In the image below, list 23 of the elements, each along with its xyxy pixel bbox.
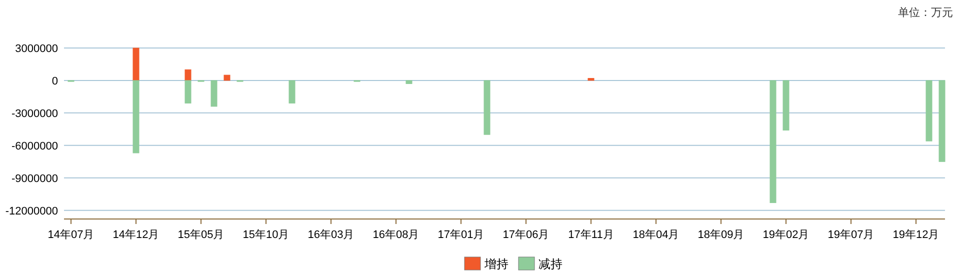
- x-tick-label: 18年09月: [698, 229, 744, 241]
- x-tick-label: 17年01月: [438, 229, 484, 241]
- legend-label: 减持: [538, 257, 562, 271]
- legend-label: 增持: [484, 257, 508, 271]
- x-tick-label: 16年08月: [372, 229, 420, 241]
- y-tick-label: -3000000: [12, 108, 58, 120]
- x-tick-label: 19年02月: [762, 229, 810, 241]
- x-tick-label: 15年10月: [242, 229, 290, 241]
- x-tick-label: 18年04月: [632, 229, 680, 241]
- y-tick-label: -6000000: [12, 140, 58, 152]
- y-tick-label: -12000000: [5, 205, 58, 218]
- y-tick-label: 3000000: [15, 43, 58, 55]
- x-tick-label: 19年12月: [892, 229, 940, 241]
- x-tick-label: 16年03月: [308, 229, 354, 241]
- x-tick-label: 15年05月: [178, 229, 224, 241]
- x-tick-label: 17年11月: [568, 229, 614, 241]
- x-tick-label: 17年06月: [502, 229, 550, 241]
- x-tick-label: 19年07月: [828, 229, 874, 241]
- text: 单位：万元: [898, 6, 953, 19]
- y-tick-label: 0: [52, 75, 58, 88]
- x-tick-label: 14年07月: [48, 229, 94, 241]
- x-tick-label: 14年12月: [112, 229, 160, 241]
- y-tick-label: -9000000: [12, 172, 58, 185]
